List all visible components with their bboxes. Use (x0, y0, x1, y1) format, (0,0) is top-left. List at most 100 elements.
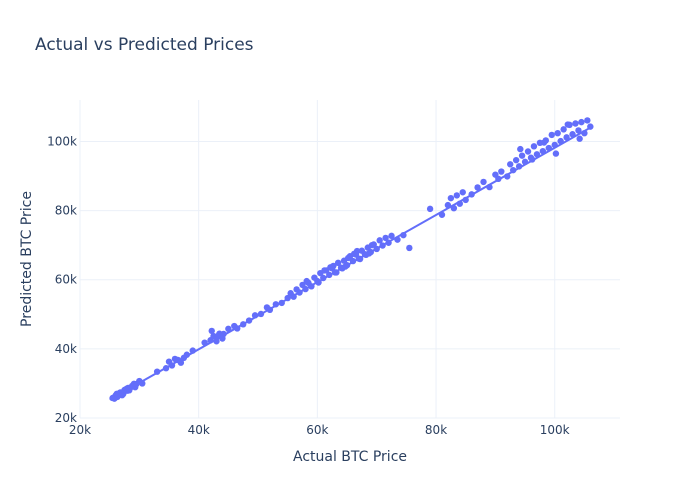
data-point (385, 239, 392, 246)
data-point (153, 368, 161, 375)
data-point (379, 242, 386, 249)
data-point (517, 145, 524, 153)
y-tick-label: 20k (55, 411, 77, 425)
y-tick-label: 80k (55, 204, 77, 218)
data-point (581, 129, 588, 137)
data-point (302, 285, 309, 293)
data-point (183, 351, 191, 358)
data-point (453, 192, 461, 199)
data-point (353, 247, 361, 255)
data-point (130, 380, 138, 387)
data-point (345, 254, 352, 262)
x-tick-label: 80k (425, 423, 447, 437)
data-point (220, 330, 227, 338)
data-point (342, 263, 349, 270)
chart-title: Actual vs Predicted Prices (35, 35, 254, 55)
x-tick-label: 40k (188, 423, 210, 437)
x-tick-label: 100k (540, 423, 570, 437)
data-point (507, 161, 514, 168)
data-point (521, 158, 529, 166)
tick-labels: 20k 40k 60k 80k 100k 20k 40k 60k 80k 100k (47, 134, 570, 437)
data-point (557, 137, 564, 145)
data-point (296, 289, 303, 296)
data-point (530, 143, 538, 150)
data-point (576, 135, 583, 142)
data-point (266, 306, 274, 314)
data-point (326, 271, 333, 279)
data-point (388, 232, 395, 240)
data-point (365, 250, 373, 257)
data-point (578, 118, 585, 126)
x-tick-label: 20k (69, 423, 91, 437)
data-point (257, 310, 265, 318)
data-point (560, 126, 567, 133)
data-point (438, 211, 446, 218)
data-point (189, 347, 196, 354)
data-point (213, 338, 220, 345)
data-point (251, 312, 259, 319)
data-point (456, 200, 463, 207)
data-point (524, 148, 532, 155)
data-point (587, 123, 594, 130)
data-point (303, 277, 310, 285)
data-point (426, 205, 434, 213)
data-point (512, 156, 520, 164)
data-point (320, 274, 327, 282)
data-point (315, 279, 322, 286)
data-point (548, 131, 555, 139)
data-point (554, 129, 561, 137)
data-point (234, 325, 241, 332)
data-point (564, 121, 571, 128)
data-point (495, 175, 502, 183)
data-point (406, 244, 413, 252)
data-point (504, 173, 511, 180)
data-point (480, 178, 487, 186)
data-point (509, 166, 517, 174)
data-point (356, 255, 364, 263)
data-point (278, 299, 285, 307)
data-point (245, 317, 253, 324)
data-point (459, 189, 466, 196)
data-point (168, 362, 176, 369)
y-tick-label: 40k (55, 342, 77, 356)
data-point (382, 234, 389, 242)
data-point (498, 168, 505, 175)
y-tick-label: 100k (47, 134, 77, 148)
data-point (515, 163, 523, 170)
data-point (284, 294, 291, 302)
data-point (447, 194, 455, 202)
data-point (113, 390, 120, 398)
data-point (545, 144, 552, 152)
data-point (575, 127, 582, 134)
data-point (214, 332, 221, 340)
x-tick-label: 60k (306, 423, 328, 437)
data-point (334, 259, 342, 267)
x-axis-title: Actual BTC Price (293, 449, 407, 465)
data-point (552, 150, 560, 157)
data-point (333, 269, 340, 276)
data-point (201, 339, 208, 346)
grid-lines (79, 100, 620, 419)
data-point (462, 196, 469, 204)
data-point (584, 117, 591, 124)
data-point (330, 262, 337, 270)
data-point (225, 325, 232, 333)
y-tick-label: 60k (55, 273, 77, 287)
data-point (450, 204, 458, 212)
data-point (569, 131, 576, 138)
data-point (486, 183, 493, 191)
data-point (474, 184, 481, 191)
data-point (563, 134, 570, 141)
data-point (308, 283, 315, 290)
data-point (528, 156, 536, 163)
data-point (272, 301, 280, 308)
data-point (349, 257, 357, 265)
data-point (290, 293, 297, 300)
data-point (400, 231, 407, 239)
data-point (124, 384, 132, 392)
data-point (321, 267, 328, 274)
data-point (539, 147, 547, 155)
data-point (208, 327, 215, 335)
